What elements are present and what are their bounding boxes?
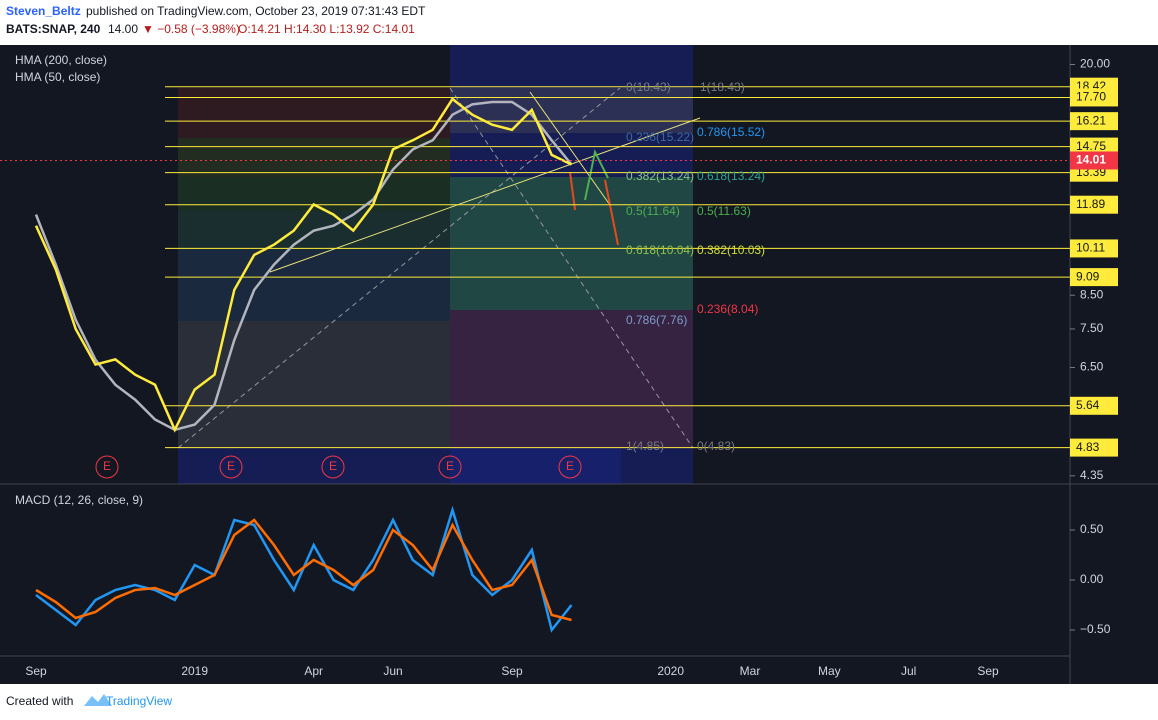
level-box: [1070, 438, 1118, 457]
y-tick-label: 0.00: [1080, 572, 1104, 586]
fib-label: 0.236(8.04): [697, 302, 758, 316]
fib-zone: [450, 310, 693, 448]
event-label: E: [446, 459, 454, 473]
event-label: E: [566, 459, 574, 473]
fib-label: 0.618(13.24): [697, 169, 765, 183]
fib-zone: [450, 177, 693, 310]
fib-zone: [178, 138, 450, 177]
level-label: 5.64: [1076, 398, 1100, 412]
fib-label: 1(18.43): [700, 80, 745, 94]
event-marker: [219, 455, 243, 479]
x-tick-label: Sep: [25, 664, 47, 678]
trend-line: [529, 91, 611, 206]
level-box: [1070, 239, 1118, 258]
x-tick-label: Jul: [901, 664, 916, 678]
level-label: 4.83: [1076, 440, 1100, 454]
level-box: [1070, 396, 1118, 415]
y-tick-label: 4.35: [1080, 468, 1104, 482]
symbol: BATS:SNAP, 240: [6, 22, 101, 36]
fib-label: 0.786(15.52): [697, 125, 765, 139]
y-tick-label: 7.50: [1080, 321, 1104, 335]
y-tick-label: 20.00: [1080, 57, 1110, 71]
x-tick-label: Jun: [383, 664, 402, 678]
pane-title: MACD (12, 26, close, 9): [15, 493, 143, 507]
legend-entry: HMA (50, close): [15, 70, 100, 84]
level-label: 16.21: [1076, 113, 1106, 127]
x-tick-label: 2019: [181, 664, 208, 678]
x-tick-label: 2020: [657, 664, 684, 678]
event-marker: [558, 455, 582, 479]
arrow: [584, 148, 609, 201]
fib-zone: [178, 88, 450, 138]
x-tick-label: Apr: [304, 664, 323, 678]
x-tick-label: Sep: [501, 664, 523, 678]
last-price-box: [1070, 151, 1118, 170]
series-line: [34, 97, 573, 433]
brand-logo: [84, 694, 112, 706]
x-tick-label: May: [818, 664, 841, 678]
event-marker: [95, 455, 119, 479]
trend-line: [269, 117, 701, 273]
last: 14.00: [108, 22, 138, 36]
event-marker: [321, 455, 345, 479]
fib-label: 0(18.43): [626, 80, 671, 94]
fib-zone: [178, 250, 450, 321]
ohlc: O:14.21 H:14.30 L:13.92 C:14.01: [238, 22, 415, 36]
last-price-label: 14.01: [1076, 153, 1106, 167]
level-box: [1070, 88, 1118, 107]
level-label: 9.09: [1076, 269, 1100, 283]
level-label: 11.89: [1076, 197, 1105, 211]
level-label: 17.70: [1076, 90, 1106, 104]
level-box: [1070, 195, 1118, 214]
fib-label: 0(4.83): [697, 439, 735, 453]
level-label: 10.11: [1076, 241, 1105, 255]
event-marker: [438, 455, 462, 479]
event-label: E: [329, 459, 337, 473]
legend-entry: HMA (200, close): [15, 53, 107, 67]
fib-zone: [178, 321, 450, 448]
x-tick-label: Sep: [977, 664, 999, 678]
fib-label: 0.618(10.04): [626, 243, 694, 257]
x-tick-label: Mar: [740, 664, 761, 678]
arrow: [569, 171, 576, 211]
footer-brand[interactable]: TradingView: [106, 694, 172, 708]
event-label: E: [103, 459, 111, 473]
level-box: [1070, 268, 1118, 287]
level-box: [1070, 112, 1118, 131]
level-box: [1070, 137, 1118, 156]
series-line: [35, 518, 572, 622]
author[interactable]: Steven_Beltz: [6, 4, 81, 18]
y-tick-label: 0.50: [1080, 522, 1104, 536]
series-line: [34, 100, 573, 432]
fib-zone: [178, 448, 621, 484]
change: ▼ −0.58 (−3.98%): [142, 22, 240, 36]
arrow: [604, 179, 619, 246]
fib-zone: [450, 88, 693, 133]
fib-label: 0.786(7.76): [626, 313, 687, 327]
fib-trend: [449, 87, 694, 449]
y-tick-label: 8.50: [1080, 287, 1104, 301]
fib-label: 0.382(10.03): [697, 243, 765, 257]
fib-label: 0.236(15.22): [626, 130, 694, 144]
event-label: E: [227, 459, 235, 473]
fib-label: 0.5(11.63): [697, 204, 751, 218]
published: published on TradingView.com, October 23…: [86, 4, 426, 18]
y-tick-label: 6.50: [1080, 360, 1104, 374]
footer-created: Created with: [6, 694, 73, 708]
fib-label: 0.382(13.24): [626, 169, 694, 183]
fib-label: 1(4.85): [626, 439, 664, 453]
fib-label: 0.5(11.64): [626, 204, 680, 218]
level-label: 14.75: [1076, 139, 1106, 153]
fib-zone: [450, 45, 693, 484]
y-tick-label: −0.50: [1080, 622, 1111, 636]
